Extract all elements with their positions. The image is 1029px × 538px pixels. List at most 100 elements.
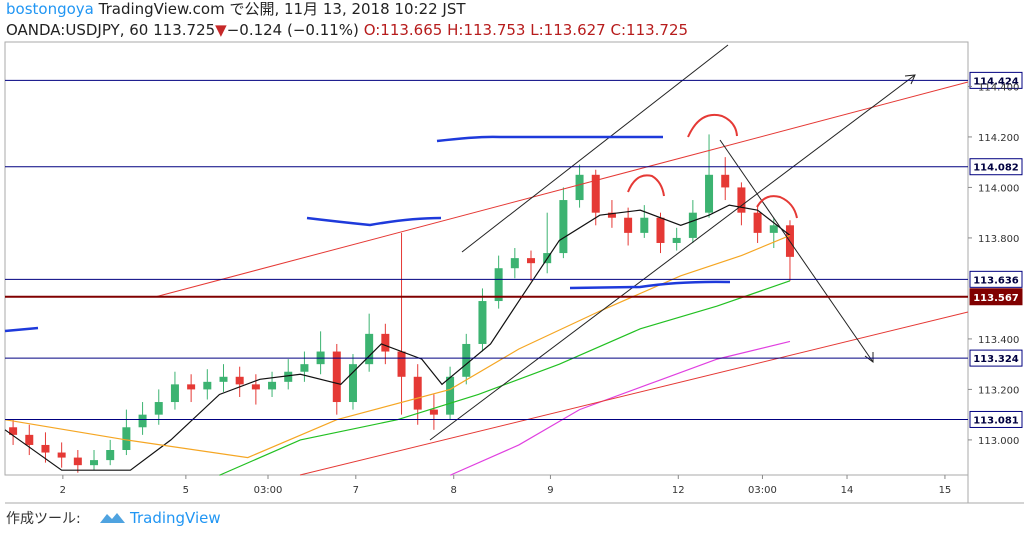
candle-body [219,376,228,382]
trendline [154,81,969,298]
candle-body [106,450,115,461]
x-tick-label: 03:00 [748,485,777,496]
candle-body [73,457,82,466]
candle-body [494,268,503,302]
candle-body [170,384,179,403]
candle-body [721,174,730,188]
y-tick-label: 114.000 [978,183,1019,194]
candle-body [624,217,633,233]
trendline [461,44,729,253]
candle-body [268,381,277,390]
candle-body [187,384,196,390]
candle-body [154,402,163,415]
candle-body [575,174,584,201]
y-tick-label: 113.000 [978,436,1019,447]
candle-body [203,381,212,390]
arc [756,195,798,219]
level-box [969,288,1023,306]
x-tick-label: 15 [939,485,952,496]
candle-body [365,333,374,365]
level-label: 113.324 [973,354,1019,365]
level-box [969,270,1023,288]
header-line-1: bostongoya TradingView.com で公開, 11月 13, … [6,0,466,18]
candle-body [397,351,406,377]
down-arrow: ▼ [215,21,227,39]
x-tick-label: 9 [547,485,553,496]
candle-body [640,217,649,233]
x-tick-label: 12 [672,485,685,496]
blue-drawing [4,326,39,333]
candle-body [753,212,762,233]
moving-average [449,340,791,476]
close: C:113.725 [611,21,689,39]
candle-body [138,414,147,428]
price: 113.725 [153,21,215,39]
symbol: OANDA:USDJPY, 60 [6,21,148,39]
candle-body [25,434,34,445]
candle-body [300,364,309,372]
moving-average [4,204,791,471]
candle-body [607,212,616,218]
trendline [719,139,874,363]
candle-body [478,301,487,344]
x-tick-label: 5 [183,485,189,496]
footer-brand[interactable]: TradingView [129,509,221,527]
y-tick-label: 113.200 [978,385,1019,396]
candle-body [284,371,293,382]
level-box [969,71,1023,89]
candle-body [348,364,357,403]
x-tick-label: 2 [60,485,66,496]
candle-body [57,452,66,458]
arc [687,114,738,138]
candle-body [672,237,681,243]
candle-body [591,174,600,213]
plot-frame [4,41,969,476]
candle-body [90,460,99,466]
moving-average [4,234,791,459]
candle-body [332,351,341,403]
trendline [299,311,969,476]
candle-body [510,258,519,269]
y-tick-label: 114.400 [978,82,1019,93]
drawings [4,44,969,476]
candle-body [122,427,131,451]
candle-body [705,174,714,213]
x-tick-label: 14 [841,485,854,496]
y-tick-label: 113.400 [978,335,1019,346]
plot [4,134,794,476]
level-box [969,158,1023,176]
blue-drawing [569,280,731,290]
arrowhead [904,74,916,85]
x-tick-label: 7 [353,485,359,496]
published: TradingView.com で公開, 11月 13, 2018 10:22 … [98,0,467,18]
candle-body [737,187,746,213]
candle-body [413,376,422,410]
candle-body [235,376,244,385]
candle-body [251,384,260,390]
low: L:113.627 [530,21,605,39]
blue-drawing [436,135,663,143]
level-box [969,349,1023,367]
blue-drawing [306,216,442,227]
level-label: 114.424 [973,76,1019,87]
level-box [969,410,1023,428]
candle-body [559,200,568,254]
candle-body [769,225,778,233]
candle-body [462,343,471,377]
x-tick-label: 8 [451,485,457,496]
arc [627,174,665,197]
candle-body [381,333,390,352]
candle-body [429,409,438,415]
levels: 114.424 114.082 113.636 113.567 113.324 113.0… [5,71,1023,428]
y-tick-label: 113.800 [978,234,1019,245]
x-tick-label: 03:00 [254,485,283,496]
candle-body [9,427,18,435]
candle-body [527,258,536,264]
logo-icon [100,513,125,523]
footer-label: 作成ツール: [6,511,81,527]
candle-body [688,212,697,238]
level-label: 114.082 [973,163,1019,174]
high: H:113.753 [447,21,525,39]
